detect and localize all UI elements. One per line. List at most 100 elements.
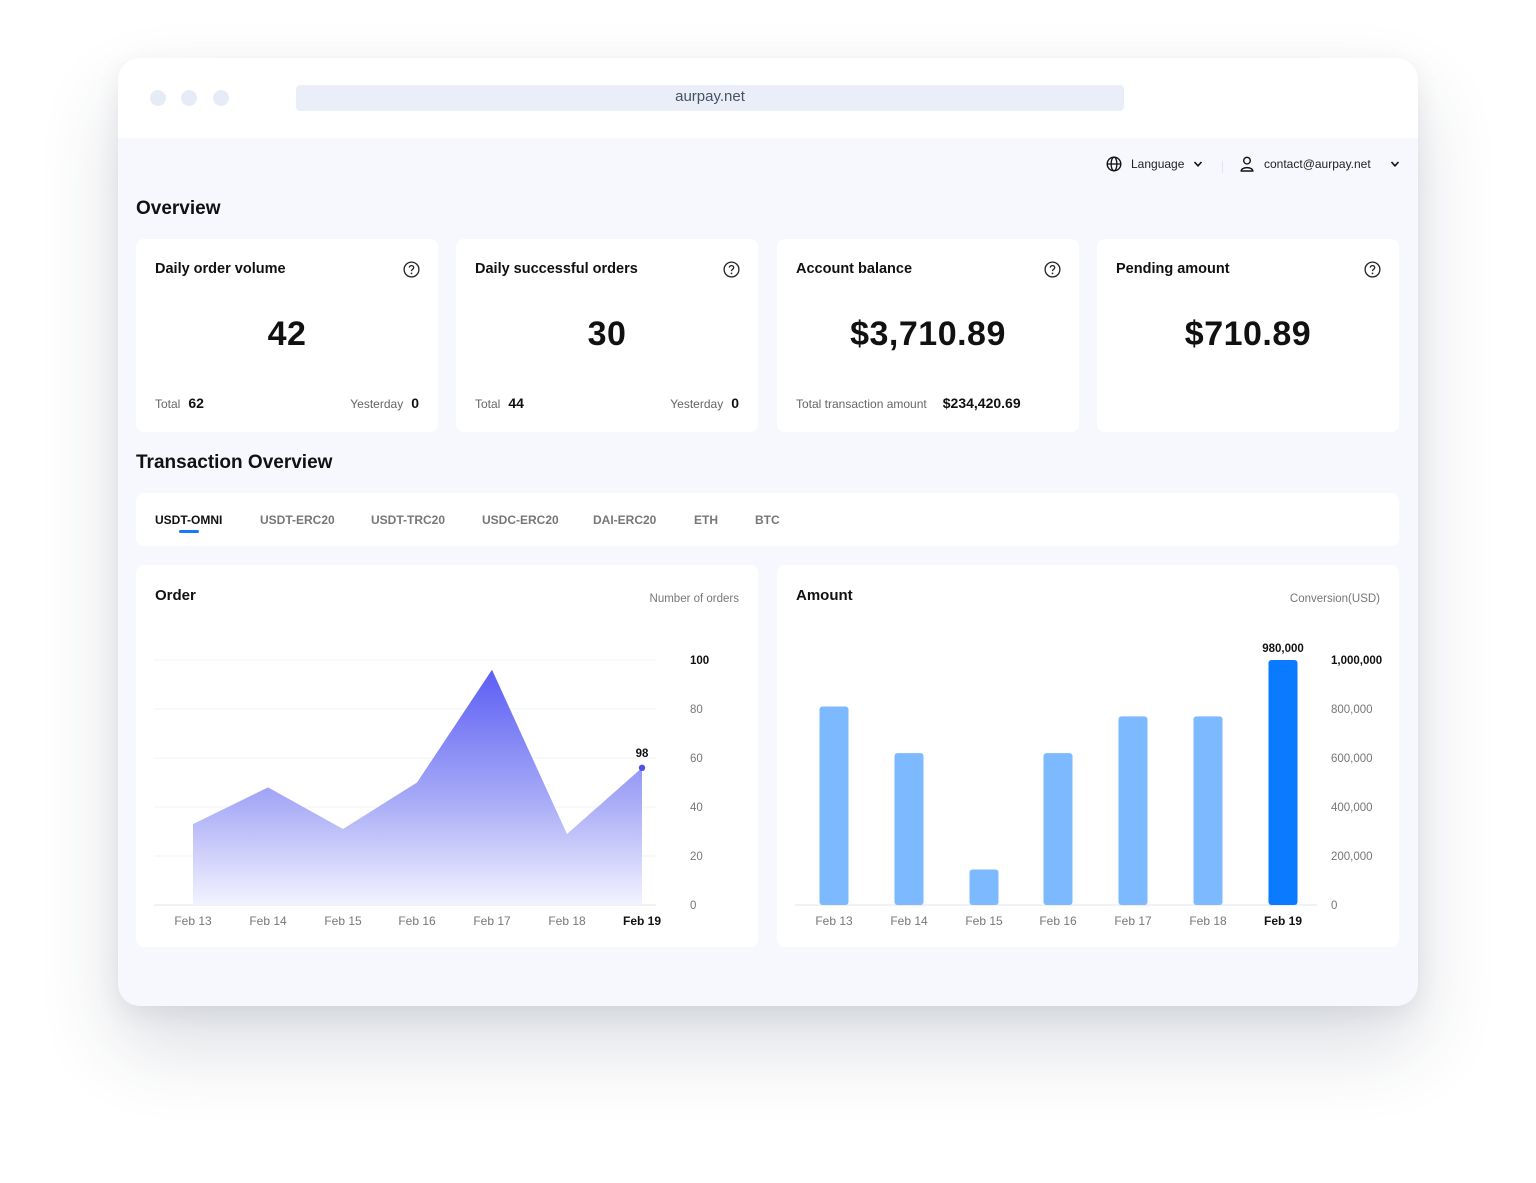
y-tick-label: 200,000 [1331, 851, 1373, 863]
kpi-card-account-balance: Account balance $3,710.89 Total transact… [777, 239, 1079, 432]
kpi-total-transaction-value: $234,420.69 [942, 395, 1021, 411]
kpi-title: Daily order volume [155, 261, 286, 277]
y-tick-label: 40 [690, 802, 703, 814]
y-tick-label: 60 [690, 753, 703, 765]
tab-usdc-erc20[interactable]: USDC-ERC20 [482, 513, 559, 527]
y-tick-label: 800,000 [1331, 704, 1373, 716]
address-bar[interactable]: aurpay.net [296, 85, 1124, 111]
kpi-total-value: 44 [508, 395, 524, 411]
x-tick-label: Feb 17 [473, 914, 511, 928]
tab-usdt-omni[interactable]: USDT-OMNI [155, 513, 223, 527]
kpi-footer: Total 44 Yesterday 0 [475, 395, 739, 411]
kpi-yesterday-label: Yesterday [670, 397, 724, 411]
kpi-yesterday-label: Yesterday [350, 397, 404, 411]
kpi-title: Pending amount [1116, 261, 1230, 277]
x-tick-label: Feb 19 [1264, 914, 1302, 928]
y-tick-label: 400,000 [1331, 802, 1373, 814]
amount-bar [894, 753, 924, 905]
language-selector[interactable]: Language [1106, 156, 1203, 172]
order-area-chart: 0 20 40 60 80 100 98 Feb 13 Feb 14 Feb 15 Feb 16 Fe… [154, 655, 709, 928]
transaction-overview-title: Transaction Overview [136, 452, 333, 473]
tab-usdt-erc20[interactable]: USDT-ERC20 [260, 513, 335, 527]
highlight-data-label: 980,000 [1262, 643, 1304, 655]
help-icon[interactable] [403, 261, 420, 283]
globe-icon [1106, 156, 1122, 172]
order-data-point [638, 764, 646, 771]
overview-title: Overview [136, 198, 221, 219]
chevron-down-icon [1193, 159, 1203, 169]
kpi-card-daily-order-volume: Daily order volume 42 Total 62 Yesterday 0 [136, 239, 438, 432]
x-tick-label: Feb 16 [398, 914, 436, 928]
help-icon[interactable] [1044, 261, 1061, 283]
amount-bar [819, 706, 849, 905]
tab-usdt-trc20[interactable]: USDT-TRC20 [371, 513, 446, 527]
kpi-yesterday-value: 0 [411, 395, 419, 411]
y-tick-label: 80 [690, 704, 703, 716]
x-tick-label: Feb 13 [815, 914, 853, 928]
amount-bar-chart: 0 200,000 400,000 600,000 800,000 1,000,000 98… [795, 643, 1382, 928]
x-tick-label: Feb 18 [1189, 914, 1227, 928]
x-tick-label: Feb 16 [1039, 914, 1077, 928]
kpi-title: Account balance [796, 261, 913, 277]
amount-bar [1043, 753, 1073, 905]
tab-eth[interactable]: ETH [694, 513, 718, 527]
kpi-title: Daily successful orders [475, 261, 638, 277]
amount-bar [1268, 660, 1298, 905]
x-tick-label: Feb 17 [1114, 914, 1152, 928]
window-close-dot[interactable] [150, 90, 166, 106]
language-label: Language [1131, 157, 1185, 171]
amount-bar [969, 869, 999, 905]
highlight-data-label: 98 [636, 748, 649, 760]
kpi-card-pending-amount: Pending amount $710.89 [1097, 239, 1399, 432]
kpi-value: $710.89 [1184, 315, 1312, 353]
kpi-total-label: Total [475, 397, 501, 411]
kpi-total-value: 62 [188, 395, 204, 411]
help-icon[interactable] [723, 261, 740, 283]
chart-title: Amount [796, 587, 853, 604]
y-tick-label: 1,000,000 [1331, 655, 1382, 667]
kpi-card-daily-successful-orders: Daily successful orders 30 Total 44 Yeste… [456, 239, 758, 432]
kpi-value: 42 [267, 315, 307, 353]
kpi-value: $3,710.89 [850, 315, 1006, 353]
account-menu[interactable]: contact@aurpay.net [1240, 156, 1400, 172]
kpi-total-transaction-label: Total transaction amount [796, 397, 927, 411]
y-tick-label: 20 [690, 851, 703, 863]
account-email: contact@aurpay.net [1264, 157, 1371, 171]
tab-btc[interactable]: BTC [755, 513, 780, 527]
order-chart-card: Order Number of orders 0 20 40 60 80 100 98 Feb… [136, 565, 758, 947]
kpi-value: 30 [587, 315, 627, 353]
kpi-yesterday-value: 0 [731, 395, 739, 411]
y-tick-label: 100 [690, 655, 709, 667]
currency-tabs: USDT-OMNI USDT-ERC20 USDT-TRC20 USDC-ERC… [136, 493, 1399, 546]
y-tick-label: 0 [690, 900, 696, 912]
y-tick-label: 0 [1331, 900, 1337, 912]
x-tick-label: Feb 14 [890, 914, 928, 928]
kpi-footer: Total transaction amount $234,420.69 [796, 395, 1060, 411]
window-minimize-dot[interactable] [181, 90, 197, 106]
browser-titlebar: aurpay.net [118, 58, 1418, 138]
kpi-footer: Total 62 Yesterday 0 [155, 395, 419, 411]
help-icon[interactable] [1364, 261, 1381, 283]
tab-dai-erc20[interactable]: DAI-ERC20 [593, 513, 657, 527]
x-tick-label: Feb 15 [324, 914, 362, 928]
order-area-series [193, 669, 642, 905]
chart-unit-label: Number of orders [649, 593, 739, 605]
user-icon [1240, 156, 1254, 172]
chevron-down-icon [1390, 159, 1400, 169]
chart-unit-label: Conversion(USD) [1289, 593, 1380, 605]
chart-title: Order [155, 587, 196, 604]
y-tick-label: 600,000 [1331, 753, 1373, 765]
amount-bar [1193, 716, 1223, 905]
x-tick-label: Feb 19 [623, 914, 661, 928]
topbar-divider [1222, 161, 1223, 173]
x-tick-label: Feb 14 [249, 914, 287, 928]
kpi-total-label: Total [155, 397, 181, 411]
active-tab-indicator [179, 530, 199, 533]
x-tick-label: Feb 18 [548, 914, 586, 928]
x-tick-label: Feb 13 [174, 914, 212, 928]
browser-window: aurpay.net Language contact@aurpay.net O… [118, 58, 1418, 1006]
amount-bar [1118, 716, 1148, 905]
x-tick-label: Feb 15 [965, 914, 1003, 928]
window-maximize-dot[interactable] [213, 90, 229, 106]
amount-chart-card: Amount Conversion(USD) 0 200,000 400,000 60… [777, 565, 1399, 947]
